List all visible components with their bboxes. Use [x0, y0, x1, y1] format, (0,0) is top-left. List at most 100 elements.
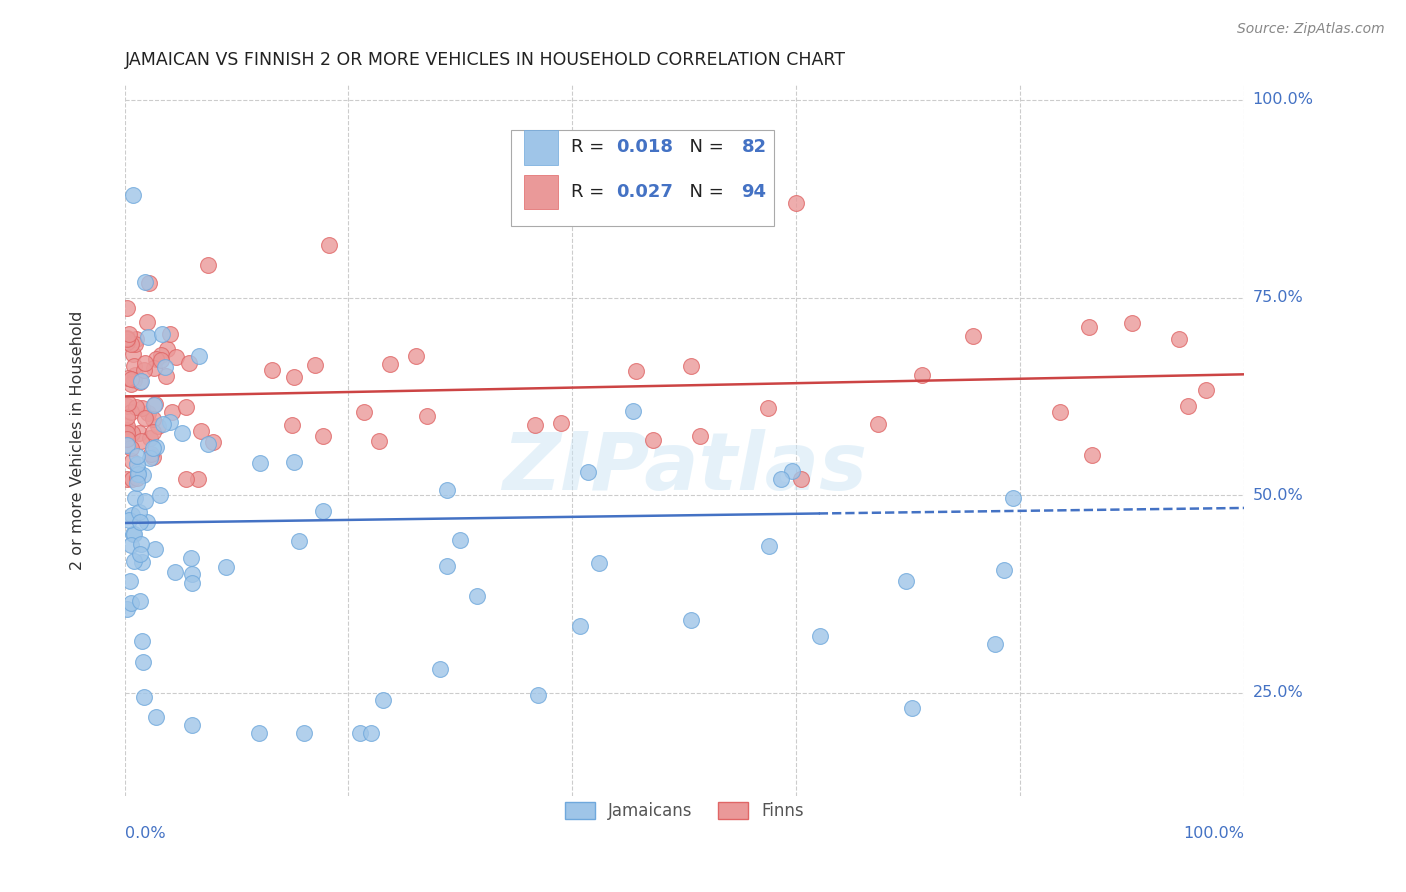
Point	[124, 337, 146, 351]
Point	[121, 405, 143, 419]
Point	[145, 709, 167, 723]
Point	[527, 688, 550, 702]
Point	[901, 701, 924, 715]
Point	[550, 416, 572, 430]
Point	[689, 429, 711, 443]
Point	[128, 376, 150, 390]
Point	[149, 353, 172, 368]
Point	[149, 488, 172, 502]
Point	[1177, 399, 1199, 413]
Point	[128, 515, 150, 529]
Point	[188, 349, 211, 363]
Point	[785, 195, 807, 210]
Point	[202, 434, 225, 449]
Text: 82: 82	[741, 138, 766, 156]
Point	[115, 602, 138, 616]
Point	[128, 505, 150, 519]
Point	[134, 411, 156, 425]
Point	[621, 403, 644, 417]
Text: N =: N =	[678, 138, 730, 156]
Point	[115, 432, 138, 446]
Point	[249, 456, 271, 470]
Point	[159, 327, 181, 342]
Point	[159, 415, 181, 429]
Point	[145, 440, 167, 454]
Point	[143, 397, 166, 411]
Point	[984, 637, 1007, 651]
Point	[769, 472, 792, 486]
Point	[145, 352, 167, 367]
Point	[128, 426, 150, 441]
Point	[134, 493, 156, 508]
Point	[134, 356, 156, 370]
Point	[125, 401, 148, 415]
Point	[120, 574, 142, 588]
Text: 94: 94	[741, 183, 766, 202]
Point	[136, 316, 159, 330]
Point	[155, 369, 177, 384]
Point	[568, 618, 591, 632]
Point	[150, 327, 173, 342]
Point	[131, 374, 153, 388]
Point	[624, 364, 647, 378]
Point	[962, 328, 984, 343]
Point	[121, 454, 143, 468]
Point	[115, 334, 138, 349]
Point	[808, 629, 831, 643]
Text: R =: R =	[571, 138, 610, 156]
Point	[155, 360, 177, 375]
Point	[353, 405, 375, 419]
Point	[180, 550, 202, 565]
Point	[115, 418, 138, 433]
Text: 50.0%: 50.0%	[1253, 488, 1303, 503]
Point	[150, 347, 173, 361]
Point	[139, 450, 162, 465]
Point	[180, 567, 202, 582]
Point	[145, 542, 167, 557]
Point	[628, 180, 651, 194]
Point	[177, 356, 200, 370]
Point	[120, 376, 142, 391]
Point	[170, 426, 193, 441]
Point	[215, 559, 238, 574]
Text: Source: ZipAtlas.com: Source: ZipAtlas.com	[1237, 22, 1385, 37]
Point	[121, 425, 143, 440]
Point	[349, 725, 371, 739]
Point	[262, 363, 284, 377]
Point	[125, 332, 148, 346]
Point	[124, 491, 146, 505]
Point	[139, 431, 162, 445]
Point	[156, 342, 179, 356]
Text: 100.0%: 100.0%	[1184, 826, 1244, 841]
Point	[449, 533, 471, 548]
Point	[115, 332, 138, 346]
Point	[115, 331, 138, 345]
Point	[132, 690, 155, 704]
Point	[180, 575, 202, 590]
Point	[135, 515, 157, 529]
Point	[1168, 332, 1191, 346]
Point	[139, 446, 162, 460]
Point	[128, 547, 150, 561]
Text: 2 or more Vehicles in Household: 2 or more Vehicles in Household	[70, 310, 84, 570]
Point	[318, 237, 340, 252]
Point	[373, 693, 395, 707]
Point	[165, 350, 187, 364]
FancyBboxPatch shape	[510, 130, 775, 227]
Point	[127, 457, 149, 471]
Point	[148, 419, 170, 434]
Point	[129, 434, 152, 449]
Point	[115, 301, 138, 316]
Point	[993, 563, 1015, 577]
Point	[162, 405, 184, 419]
Point	[1121, 316, 1143, 330]
Point	[142, 442, 165, 456]
Point	[287, 533, 309, 548]
Point	[120, 337, 142, 351]
Point	[681, 359, 703, 373]
Point	[143, 398, 166, 412]
Point	[121, 473, 143, 487]
Point	[117, 396, 139, 410]
Point	[190, 424, 212, 438]
Text: JAMAICAN VS FINNISH 2 OR MORE VEHICLES IN HOUSEHOLD CORRELATION CHART: JAMAICAN VS FINNISH 2 OR MORE VEHICLES I…	[125, 51, 845, 69]
